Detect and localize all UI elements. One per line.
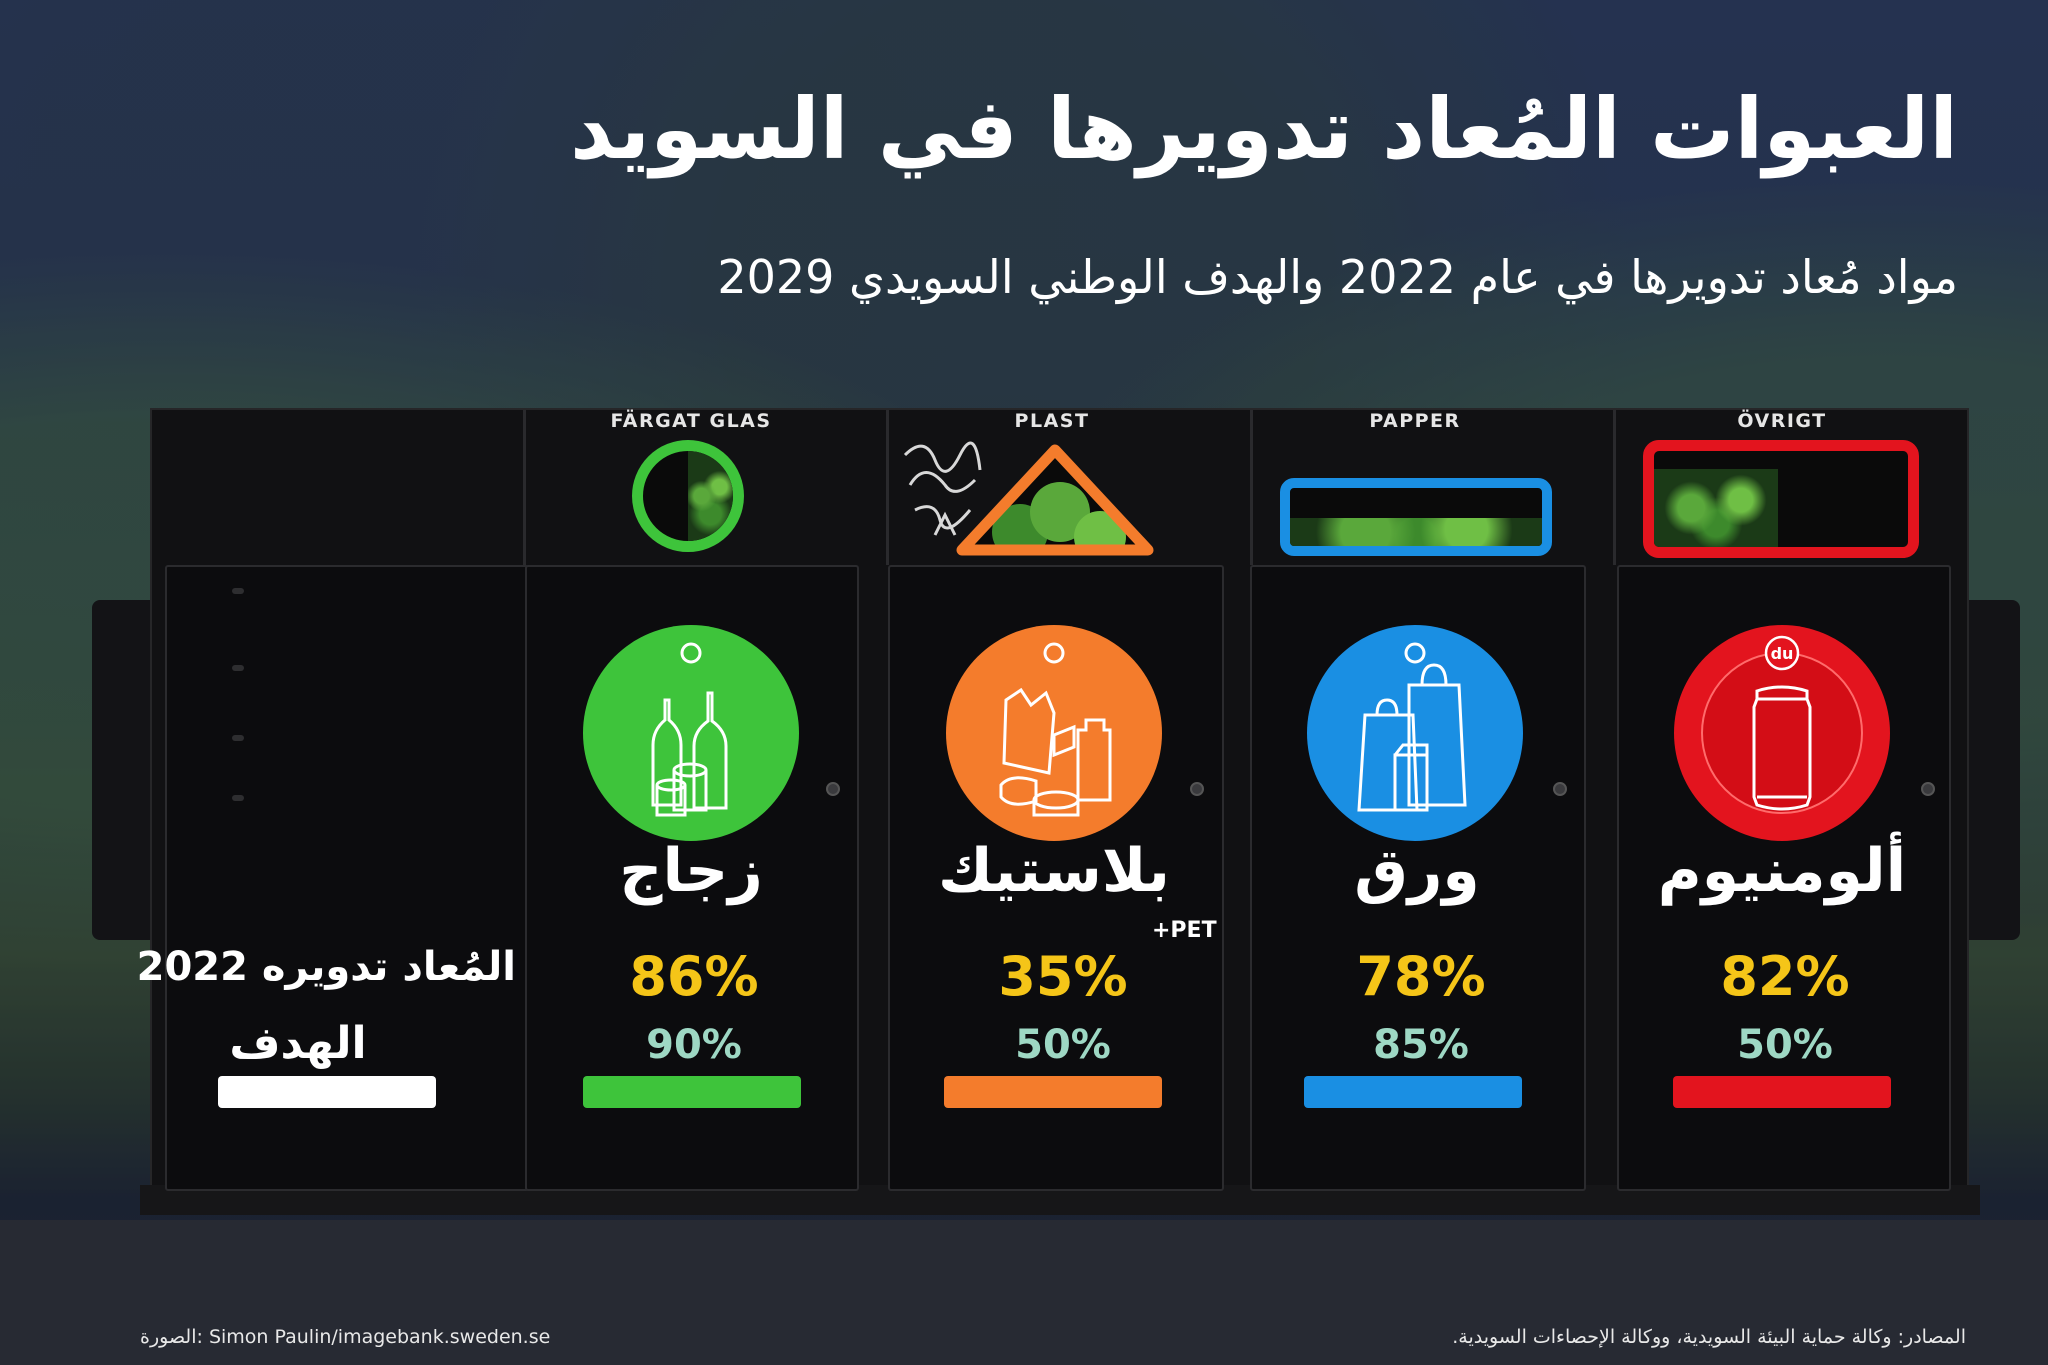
aluminium-can-icon: du — [1674, 625, 1890, 841]
goal-paper: 85% — [1373, 1022, 1469, 1068]
material-name-paper: ورق — [1354, 836, 1480, 906]
bin-sign-paper: PAPPER — [1369, 410, 1461, 432]
legend-goal-bar — [218, 1076, 436, 1108]
material-name-glass: زجاج — [619, 836, 763, 906]
legend-goal-label: الهدف — [229, 1018, 367, 1069]
graffiti-tag — [903, 441, 982, 536]
page-subtitle: مواد مُعاد تدويرها في عام 2022 والهدف ال… — [717, 250, 1958, 304]
bin-sign-other: ÖVRIGT — [1737, 410, 1827, 432]
plastic-items-icon — [946, 625, 1162, 841]
plastic-opening — [956, 444, 1154, 556]
door-mark — [232, 665, 244, 671]
legend-recycled-label: المُعاد تدويره 2022 — [136, 944, 516, 990]
goal-glass: 90% — [646, 1022, 742, 1068]
panel-divider — [1250, 410, 1253, 565]
glass-opening — [632, 440, 744, 552]
paper-bags-icon — [1307, 625, 1523, 841]
page-title: العبوات المُعاد تدويرها في السويد — [570, 80, 1958, 178]
goal-bar-paper — [1304, 1076, 1522, 1108]
material-name-aluminium: ألومنيوم — [1657, 836, 1907, 906]
door-mark — [232, 735, 244, 741]
door-bolt — [826, 782, 840, 796]
bin-sign-glass: FÄRGAT GLAS — [610, 410, 772, 432]
bin-sign-plastic: PLAST — [1014, 410, 1090, 432]
recycled-2022-glass: 86% — [629, 945, 759, 1008]
goal-bar-glass — [583, 1076, 801, 1108]
panel-divider — [1613, 410, 1616, 565]
goal-bar-aluminium — [1673, 1076, 1891, 1108]
door-mark — [232, 588, 244, 594]
recycled-2022-paper: 78% — [1356, 945, 1486, 1008]
pet-note: +PET — [1152, 918, 1217, 943]
photo-credit: الصورة: Simon Paulin/imagebank.sweden.se — [140, 1326, 551, 1348]
sources-note: المصادر: وكالة حماية البيئة السويدية، وو… — [1452, 1326, 1966, 1348]
door-bolt — [1553, 782, 1567, 796]
door-bolt — [1190, 782, 1204, 796]
other-opening — [1643, 440, 1919, 558]
goal-plastic: 50% — [1015, 1022, 1111, 1068]
recycled-2022-aluminium: 82% — [1720, 945, 1850, 1008]
du-badge: du — [1771, 644, 1794, 663]
paper-opening — [1280, 478, 1552, 556]
goal-aluminium: 50% — [1737, 1022, 1833, 1068]
panel-divider — [886, 410, 889, 565]
goal-bar-plastic — [944, 1076, 1162, 1108]
door-mark — [232, 795, 244, 801]
panel-divider — [523, 410, 526, 565]
glass-bottles-icon — [583, 625, 799, 841]
door-bolt — [1921, 782, 1935, 796]
pavement — [0, 1220, 2048, 1365]
material-name-plastic: بلاستيك — [938, 836, 1170, 906]
recycled-2022-plastic: 35% — [998, 945, 1128, 1008]
